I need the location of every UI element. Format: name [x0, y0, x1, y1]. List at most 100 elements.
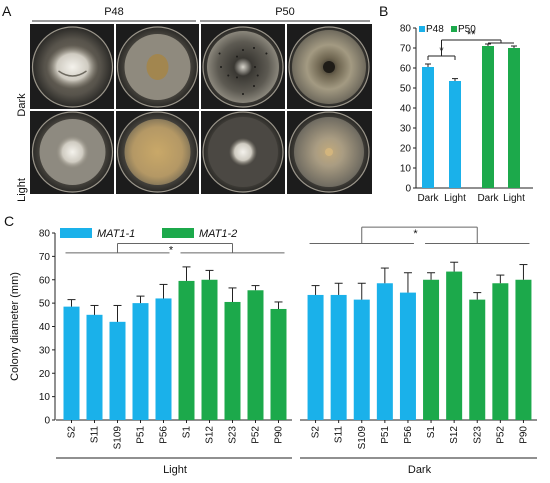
- bar: [422, 67, 434, 188]
- row-label-dark: Dark: [16, 93, 28, 117]
- y-tick-label: 60: [400, 64, 412, 75]
- colony-dot: [256, 74, 259, 77]
- y-tick-label: 10: [39, 392, 51, 403]
- legend-swatch-mat1-1: [60, 228, 92, 238]
- plate-p50-dark-a: [202, 26, 284, 108]
- bar: [132, 303, 149, 420]
- sig-label: *: [169, 245, 174, 257]
- y-tick-label: 30: [400, 124, 412, 135]
- bar: [482, 46, 494, 188]
- x-tick-label: S11: [334, 426, 345, 443]
- x-tick-label: P56: [159, 426, 170, 444]
- x-tick-label: S23: [472, 426, 483, 444]
- group-label-dark: Dark: [408, 464, 432, 476]
- plate-p50-dark-b: [288, 26, 370, 108]
- bar: [423, 279, 440, 420]
- y-tick-label: 0: [405, 184, 411, 195]
- bar: [446, 271, 463, 420]
- legend-label-mat1-2: MAT1-2: [199, 228, 237, 240]
- x-tick-label: Dark: [477, 193, 499, 204]
- x-tick-label: Light: [444, 193, 466, 204]
- colony-dot: [242, 49, 244, 51]
- colony-brown-center: [146, 54, 169, 80]
- colony-white-center: [229, 138, 257, 166]
- colony-dot: [253, 47, 255, 49]
- x-tick-label: S12: [449, 426, 460, 444]
- y-tick-label: 80: [400, 24, 412, 35]
- legend-swatch-p50: [451, 26, 457, 32]
- panel-letter-b: B: [379, 3, 388, 19]
- bar: [270, 308, 287, 420]
- x-tick-label: P90: [274, 426, 285, 444]
- x-tick-label: S11: [90, 426, 101, 443]
- colony-white: [46, 45, 99, 89]
- group-label-p50: P50: [275, 6, 295, 18]
- x-tick-label: S12: [205, 426, 216, 444]
- y-tick-label: 40: [400, 104, 412, 115]
- legend-label-p50: P50: [458, 24, 476, 35]
- bar: [376, 283, 393, 420]
- bar: [201, 279, 218, 420]
- y-tick-label: 10: [400, 164, 412, 175]
- colony-dot: [236, 55, 238, 58]
- bar: [515, 279, 532, 420]
- legend-swatch-mat1-2: [162, 228, 194, 238]
- y-tick-label: 80: [39, 229, 51, 240]
- bar: [449, 81, 461, 188]
- colony-dot: [253, 85, 255, 87]
- plate-p50-light-a: [202, 111, 284, 193]
- plate-p50-light-b: [288, 111, 370, 193]
- x-tick-label: Light: [503, 193, 525, 204]
- plate-p48-dark-b: [116, 26, 199, 108]
- bar: [247, 290, 264, 420]
- panel-a-plates: A P48 P50 Dark Light: [2, 3, 372, 202]
- x-tick-label: S23: [228, 426, 239, 444]
- colony-dot: [236, 76, 238, 79]
- x-tick-label: S2: [67, 426, 78, 439]
- bar: [307, 294, 324, 420]
- y-tick-label: 70: [39, 252, 51, 263]
- y-tick-label: 40: [39, 322, 51, 333]
- y-tick-label: 70: [400, 44, 412, 55]
- x-tick-label: P51: [136, 426, 147, 444]
- colony-white-center: [55, 135, 90, 169]
- legend-label-p48: P48: [426, 24, 444, 35]
- plate-p48-dark-a: [31, 26, 114, 108]
- bar: [155, 298, 172, 420]
- y-tick-label: 50: [39, 299, 51, 310]
- group-label-light: Light: [163, 464, 187, 476]
- y-tick-label: 20: [39, 369, 51, 380]
- plate-p48-light-b: [116, 111, 199, 193]
- sig-label: **: [467, 29, 476, 41]
- panel-letter-c: C: [4, 213, 14, 229]
- x-tick-label: P90: [518, 426, 529, 444]
- bar: [508, 48, 520, 188]
- bar: [109, 321, 126, 420]
- colony-dot: [227, 74, 230, 77]
- colony-yellow: [124, 119, 191, 185]
- colony-dotted: [207, 31, 279, 103]
- x-tick-label: P51: [380, 426, 391, 444]
- colony-dot: [218, 52, 221, 55]
- x-tick-label: P52: [495, 426, 506, 444]
- colony-fold: [58, 70, 87, 77]
- colony-dark-center: [323, 61, 335, 73]
- bar: [86, 314, 103, 420]
- legend-label-mat1-1: MAT1-1: [97, 228, 135, 240]
- y-tick-label: 0: [44, 416, 50, 427]
- group-label-p48: P48: [104, 6, 124, 18]
- panel-b-chart: B 0 10 20 30 40 50 60 70 80 P48 P50 Dark Light Dark Lig…: [379, 3, 533, 204]
- y-tick-label: 20: [400, 144, 412, 155]
- y-tick-label: 50: [400, 84, 412, 95]
- bar: [353, 299, 370, 420]
- row-label-light: Light: [16, 178, 28, 202]
- x-tick-label: S109: [113, 426, 124, 450]
- x-tick-label: S1: [426, 426, 437, 439]
- bar: [63, 306, 80, 420]
- colony-dot: [242, 93, 244, 95]
- x-tick-label: P56: [403, 426, 414, 444]
- bar: [330, 294, 347, 420]
- x-tick-label: P52: [251, 426, 262, 444]
- y-axis-title: Colony diameter (mm): [9, 272, 21, 381]
